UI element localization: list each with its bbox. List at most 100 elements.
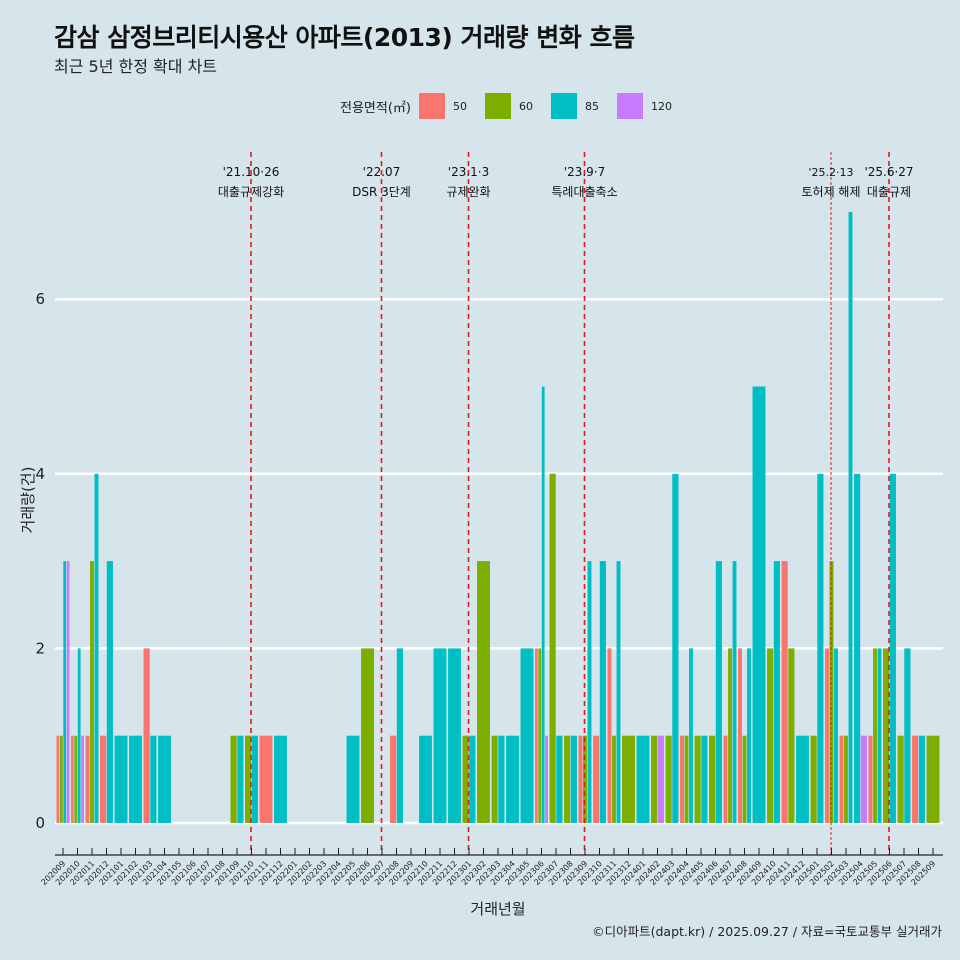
bar-85-202311 — [616, 561, 621, 823]
bar-85-202011 — [94, 473, 99, 823]
bar-50-202505 — [868, 735, 873, 823]
bar-60-202408 — [742, 735, 747, 823]
bar-85-202504 — [854, 473, 861, 823]
bar-50-202411 — [781, 561, 788, 823]
bar-85-202110 — [251, 735, 258, 823]
event-date: '25.6·27 — [864, 165, 913, 179]
bar-60-202405 — [694, 735, 701, 823]
bar-60-202301 — [462, 735, 469, 823]
legend: 전용면적(㎡) 50 60 85 120 — [340, 93, 690, 119]
bar-85-202306 — [541, 386, 545, 823]
y-tick-label: 2 — [35, 639, 45, 657]
bar-85-202403 — [672, 473, 679, 823]
chart-title: 감삼 삼정브리티시용산 아파트(2013) 거래량 변화 흐름 — [54, 23, 635, 52]
bar-60-202411 — [788, 648, 795, 823]
bar-50-202306 — [535, 648, 538, 823]
bar-60-202505 — [873, 648, 877, 823]
y-axis-title: 거래량(건) — [19, 467, 37, 534]
bar-85-202103 — [150, 735, 157, 823]
bar-50-202310 — [593, 735, 600, 823]
bar-85-202506 — [889, 473, 896, 823]
bar-85-202310 — [599, 561, 606, 823]
bar-85-202104 — [158, 735, 171, 823]
bar-60-202308 — [564, 735, 571, 823]
event-date: '21.10·26 — [223, 165, 280, 179]
bar-60-202506 — [883, 648, 890, 823]
bar-120-202402 — [657, 735, 664, 823]
bar-85-202012 — [106, 561, 113, 823]
event-label: 대출규제강화 — [218, 185, 284, 199]
bar-85-202304 — [506, 735, 519, 823]
bar-50-202012 — [100, 735, 107, 823]
legend-label-85: 85 — [584, 99, 599, 113]
bar-85-202408 — [747, 648, 751, 823]
event-label: 토허제 해제 — [801, 185, 860, 199]
legend-title: 전용면적(㎡) — [340, 100, 411, 116]
footer-credit: ©디아파트(dapt.kr) / 2025.09.27 / 자료=국토교통부 실… — [592, 924, 942, 939]
bar-60-202406 — [709, 735, 716, 823]
bar-120-202009 — [66, 561, 70, 823]
y-tick-label: 0 — [35, 814, 45, 832]
bar-85-202307 — [556, 735, 563, 823]
bar-60-202306 — [538, 648, 542, 823]
bar-50-202503 — [839, 735, 844, 823]
bar-60-202501 — [810, 735, 817, 823]
bar-85-202404 — [689, 648, 693, 823]
bar-50-202011 — [85, 735, 90, 823]
bar-85-202303 — [498, 735, 505, 823]
legend-key-60 — [484, 93, 511, 119]
bar-60-202403 — [665, 735, 672, 823]
bar-85-202208 — [396, 648, 403, 823]
legend-label-50: 50 — [452, 99, 467, 113]
bar-85-202502 — [834, 648, 838, 823]
bar-50-202508 — [912, 735, 919, 823]
bar-60-202010 — [74, 735, 78, 823]
bar-85-202101 — [114, 735, 128, 823]
bar-60-202402 — [651, 735, 658, 823]
bar-50-202111 — [259, 735, 273, 823]
event-label: 특례대출축소 — [551, 185, 617, 199]
x-axis-title: 거래년월 — [470, 900, 525, 918]
bar-85-202405 — [701, 735, 708, 823]
bar-60-202503 — [844, 735, 848, 823]
bar-60-202109 — [230, 735, 237, 823]
bar-60-202307 — [549, 473, 556, 823]
bar-85-202503 — [848, 211, 853, 823]
bar-85-202501 — [817, 473, 824, 823]
bar-50-202311 — [607, 648, 612, 823]
event-date: '25.2·13 — [808, 166, 853, 179]
bar-85-202406 — [715, 561, 722, 823]
bar-85-202507 — [904, 648, 911, 823]
event-date: '23.1·3 — [448, 165, 489, 179]
bar-85-202412 — [796, 735, 809, 823]
bar-50-202009 — [56, 735, 60, 823]
bar-60-202303 — [491, 735, 498, 823]
bar-85-202112 — [274, 735, 287, 823]
legend-key-50 — [418, 93, 445, 119]
bar-85-202305 — [520, 648, 534, 823]
bar-85-202409 — [752, 386, 766, 823]
bar-50-202408 — [738, 648, 742, 823]
bar-85-202210 — [419, 735, 432, 823]
bar-120-202306 — [545, 735, 548, 823]
legend-key-85 — [550, 93, 577, 119]
bar-85-202205 — [346, 735, 360, 823]
bar-85-202009 — [63, 561, 67, 823]
chart-subtitle: 최근 5년 한정 확대 차트 — [54, 57, 218, 76]
bar-60-202309 — [583, 735, 587, 823]
bar-85-202410 — [773, 561, 780, 823]
bar-50-202502 — [825, 648, 829, 823]
bar-50-202208 — [390, 735, 397, 823]
bar-60-202009 — [59, 735, 63, 823]
event-label: DSR 3단계 — [352, 185, 411, 199]
event-date: '22.07 — [363, 165, 401, 179]
bar-85-202010 — [77, 648, 81, 823]
bar-60-202507 — [897, 735, 904, 823]
bar-60-202509 — [926, 735, 940, 823]
bar-85-202508 — [918, 735, 925, 823]
bar-50-202103 — [143, 648, 150, 823]
bar-85-202211 — [433, 648, 447, 823]
bar-60-202206 — [361, 648, 374, 823]
bar-85-202308 — [570, 735, 577, 823]
